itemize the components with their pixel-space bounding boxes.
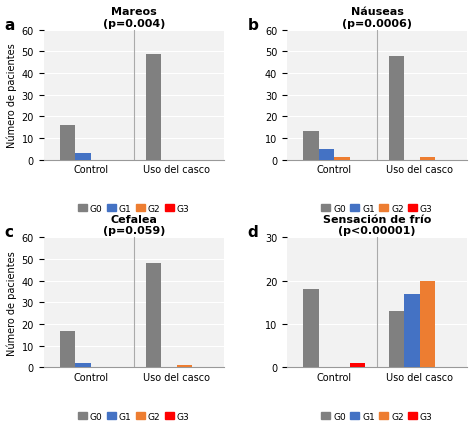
Y-axis label: Número de pacientes: Número de pacientes	[7, 251, 18, 355]
Bar	[349, 363, 365, 367]
Bar	[319, 149, 334, 160]
Text: b: b	[247, 18, 258, 33]
Bar	[146, 264, 161, 367]
Legend: G0, G1, G2, G3: G0, G1, G2, G3	[74, 201, 193, 217]
Bar	[334, 158, 349, 160]
Bar	[420, 158, 435, 160]
Bar	[404, 294, 420, 367]
Bar	[60, 126, 75, 160]
Bar	[177, 365, 192, 367]
Title: Cefalea
(p=0.059): Cefalea (p=0.059)	[102, 214, 165, 236]
Bar	[75, 154, 91, 160]
Text: a: a	[4, 18, 14, 33]
Legend: G0, G1, G2, G3: G0, G1, G2, G3	[74, 408, 193, 424]
Legend: G0, G1, G2, G3: G0, G1, G2, G3	[318, 201, 436, 217]
Bar	[303, 132, 319, 160]
Bar	[60, 331, 75, 367]
Bar	[75, 363, 91, 367]
Bar	[146, 54, 161, 160]
Bar	[303, 290, 319, 367]
Title: Mareos
(p=0.004): Mareos (p=0.004)	[102, 7, 165, 28]
Text: d: d	[247, 225, 258, 240]
Bar	[389, 57, 404, 160]
Y-axis label: Número de pacientes: Número de pacientes	[7, 43, 18, 148]
Legend: G0, G1, G2, G3: G0, G1, G2, G3	[318, 408, 436, 424]
Bar	[389, 311, 404, 367]
Text: c: c	[4, 225, 13, 240]
Title: Sensación de frío
(p<0.00001): Sensación de frío (p<0.00001)	[323, 214, 431, 236]
Bar	[420, 281, 435, 367]
Title: Náuseas
(p=0.0006): Náuseas (p=0.0006)	[342, 7, 412, 28]
